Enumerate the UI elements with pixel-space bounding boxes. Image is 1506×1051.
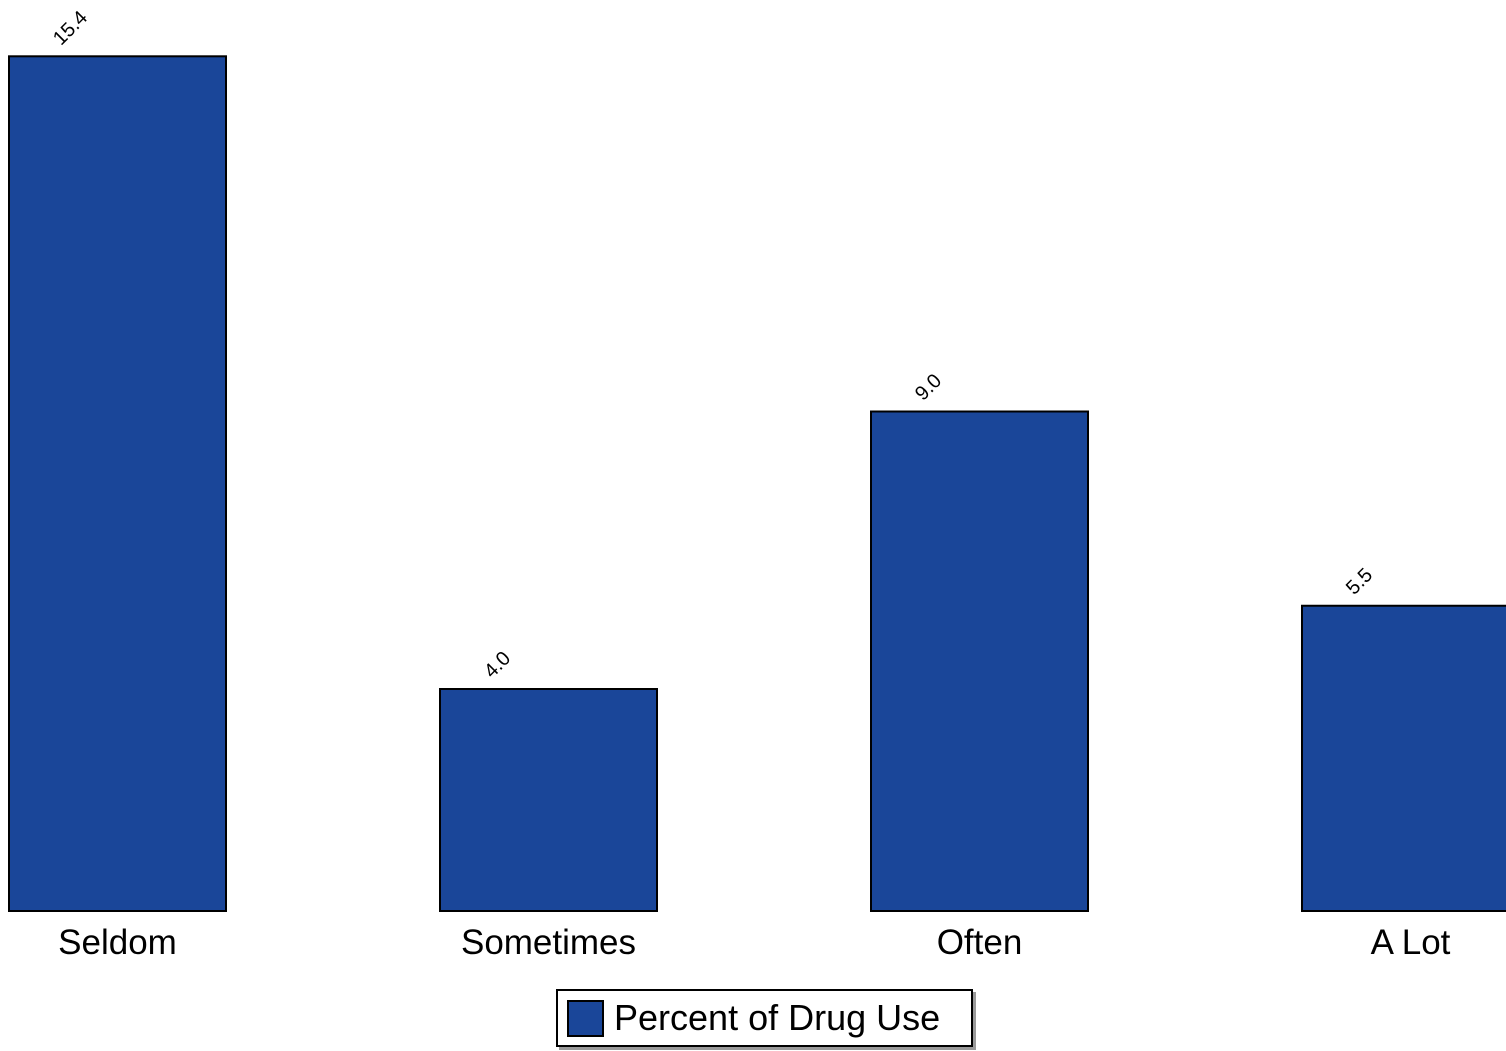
value-label: 4.0 <box>480 647 515 682</box>
bar-often <box>870 410 1089 912</box>
legend: Percent of Drug Use <box>556 989 973 1047</box>
category-labels-group: Seldom Sometimes Often A Lot <box>58 923 1451 962</box>
legend-swatch <box>567 999 604 1037</box>
legend-label: Percent of Drug Use <box>614 997 941 1038</box>
bars-group <box>8 55 1506 913</box>
category-label: Often <box>937 923 1023 962</box>
value-label: 5.5 <box>1342 564 1377 599</box>
value-label: 15.4 <box>49 7 92 50</box>
category-label: Sometimes <box>461 923 636 962</box>
value-label: 9.0 <box>911 370 946 405</box>
category-label: Seldom <box>58 923 177 962</box>
bar-a-lot <box>1301 604 1506 912</box>
category-label: A Lot <box>1371 923 1451 962</box>
value-labels-group: 15.4 4.0 9.0 5.5 <box>49 7 1377 683</box>
bar-seldom <box>8 55 227 913</box>
bar-sometimes <box>439 688 658 912</box>
